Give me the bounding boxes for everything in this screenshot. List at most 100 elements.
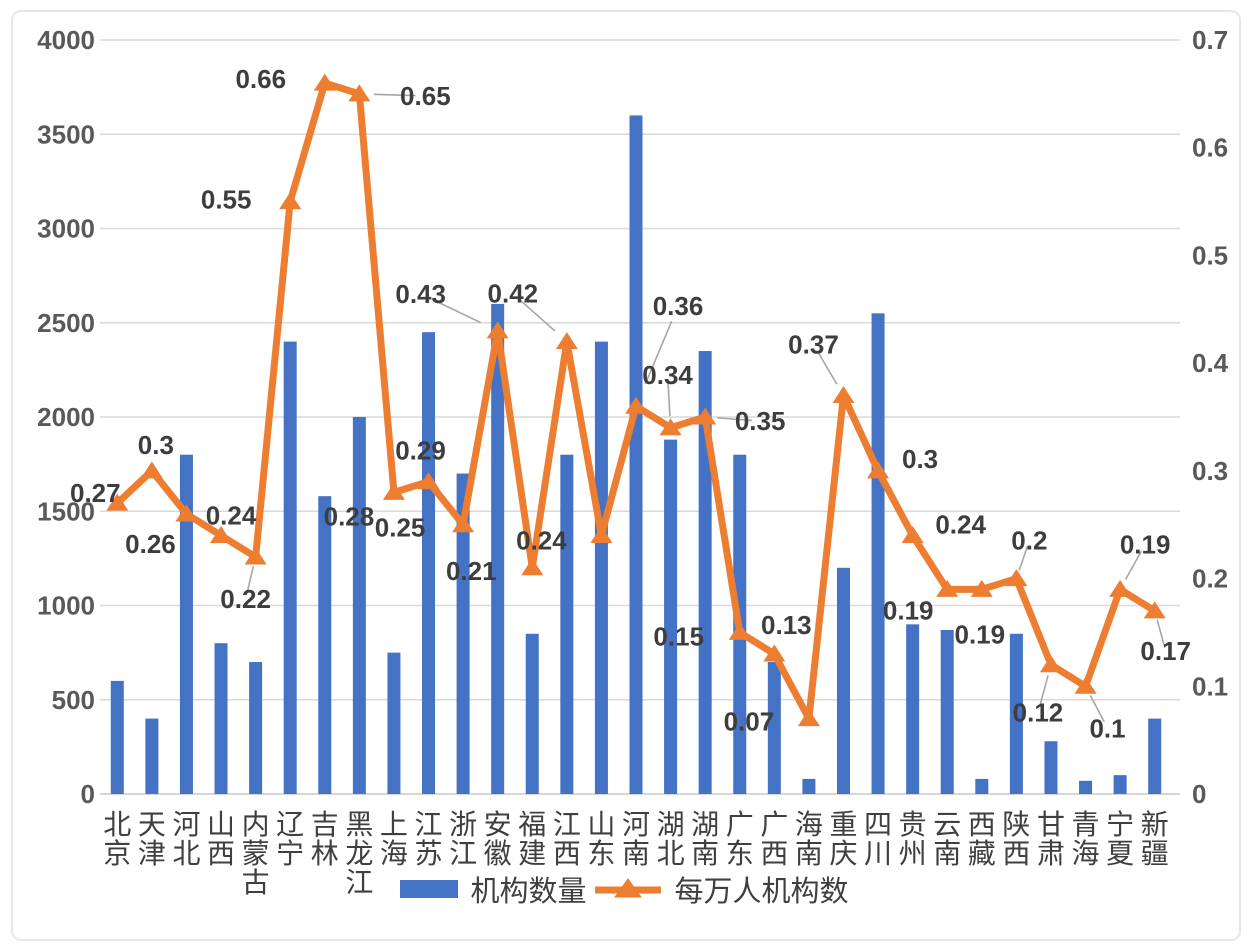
data-label-广西: 0.13	[761, 610, 812, 640]
right-axis-tick-label: 0.2	[1192, 564, 1228, 594]
data-label-leader-line	[644, 320, 673, 385]
line-marker-河北	[175, 504, 198, 522]
legend-item-bar-series: 机构数量	[400, 868, 587, 910]
data-label-福建: 0.21	[446, 556, 497, 586]
line-marker-甘肃	[1039, 655, 1062, 673]
x-axis-label-福建: 福建	[518, 809, 546, 870]
x-axis-label-四川: 四川	[864, 810, 892, 870]
x-axis-label-安徽: 安徽	[484, 809, 512, 870]
left-axis-tick-label: 4000	[37, 25, 95, 55]
right-axis-tick-label: 0	[1192, 779, 1206, 809]
line-marker-浙江	[452, 515, 475, 533]
data-label-leader-line	[246, 566, 255, 593]
line-marker-陕西	[1005, 569, 1028, 587]
bar-宁夏	[1113, 775, 1127, 794]
data-label-山西: 0.24	[206, 500, 257, 530]
left-axis-tick-label: 3500	[37, 119, 95, 149]
x-axis-label-青海: 青海	[1072, 809, 1100, 870]
bar-河南	[629, 115, 643, 794]
left-axis-tick-label: 3000	[37, 214, 95, 244]
line-marker-天津	[140, 461, 163, 479]
bar-四川	[871, 313, 885, 794]
data-label-河北: 0.26	[125, 529, 176, 559]
line-marker-辽宁	[279, 192, 302, 210]
x-axis-label-黑龙江: 黑龙江	[345, 810, 373, 899]
line-marker-云南	[936, 579, 959, 597]
bar-吉林	[318, 496, 332, 794]
bar-西藏	[975, 778, 989, 794]
data-label-江苏: 0.29	[395, 436, 446, 466]
x-axis-label-宁夏: 宁夏	[1106, 809, 1134, 870]
x-axis-label-山西: 山西	[207, 809, 235, 870]
line-series-swatch-icon	[594, 878, 661, 898]
data-label-青海: 0.1	[1089, 713, 1125, 743]
bar-贵州	[906, 624, 920, 794]
left-axis-tick-label: 0	[81, 779, 95, 809]
data-label-湖南: 0.35	[735, 406, 786, 436]
data-label-leader-line	[1124, 550, 1143, 580]
x-axis-label-云南: 云南	[933, 810, 961, 870]
left-axis-tick-label: 500	[52, 685, 95, 715]
bar-江苏	[422, 332, 436, 794]
right-axis-tick-label: 0.4	[1192, 348, 1229, 378]
right-axis-tick-label: 0.5	[1192, 240, 1228, 270]
line-marker-福建	[521, 558, 544, 576]
chart-legend: 机构数量 每万人机构数	[0, 872, 1249, 908]
x-axis-label-海南: 海南	[795, 809, 823, 870]
legend-item-line-series: 每万人机构数	[593, 868, 849, 910]
x-axis-label-贵州: 贵州	[899, 809, 927, 870]
x-axis-label-辽宁: 辽宁	[276, 810, 304, 870]
right-axis-tick-label: 0.6	[1192, 133, 1228, 163]
data-label-西藏: 0.19	[955, 619, 1006, 649]
line-marker-广西	[763, 644, 786, 662]
data-label-新疆: 0.17	[1140, 636, 1191, 666]
line-marker-内蒙古	[244, 547, 267, 565]
x-axis-label-重庆: 重庆	[829, 809, 857, 870]
x-axis-label-陕西: 陕西	[1002, 809, 1030, 870]
data-label-湖北: 0.34	[642, 360, 693, 390]
data-label-leader-line	[1089, 695, 1105, 723]
x-axis-label-上海: 上海	[380, 810, 408, 870]
bar-湖南	[698, 351, 712, 794]
data-label-浙江: 0.25	[375, 513, 426, 543]
data-label-甘肃: 0.12	[1013, 698, 1064, 728]
line-marker-山西	[210, 525, 233, 543]
data-label-leader-line	[717, 417, 752, 422]
bar-青海	[1079, 780, 1093, 794]
data-label-陕西: 0.2	[1011, 526, 1047, 556]
bar-北京	[110, 680, 124, 794]
bar-series-swatch-icon	[400, 880, 459, 898]
left-axis-tick-label: 2000	[37, 402, 95, 432]
bar-内蒙古	[249, 662, 263, 794]
legend-bar-label: 机构数量	[470, 876, 587, 908]
x-axis-label-浙江: 浙江	[449, 809, 477, 870]
bar-重庆	[836, 567, 850, 794]
line-marker-上海	[382, 482, 405, 500]
bar-福建	[525, 633, 539, 794]
data-label-leader-line	[520, 300, 556, 332]
line-marker-江西	[555, 332, 578, 350]
x-axis-label-天津: 天津	[138, 810, 166, 870]
x-axis-label-江苏: 江苏	[415, 809, 443, 870]
x-axis-label-新疆: 新疆	[1141, 809, 1169, 870]
data-label-北京: 0.27	[70, 478, 121, 508]
x-axis-label-广东: 广东	[726, 809, 754, 870]
line-marker-湖北	[659, 418, 682, 436]
bar-上海	[387, 652, 401, 794]
data-label-江西: 0.42	[488, 279, 539, 309]
x-axis-label-河南: 河南	[622, 810, 650, 870]
bar-新疆	[1148, 718, 1162, 794]
line-marker-河南	[625, 396, 647, 414]
line-marker-新疆	[1143, 601, 1166, 619]
data-label-四川: 0.3	[902, 444, 938, 474]
data-label-leader-line	[373, 93, 416, 97]
line-marker-四川	[867, 461, 890, 479]
bar-甘肃	[1044, 741, 1058, 794]
bar-云南	[940, 630, 954, 794]
bar-山西	[214, 643, 228, 794]
line-marker-海南	[797, 709, 820, 727]
x-axis-label-内蒙古: 内蒙古	[242, 809, 270, 899]
line-marker-宁夏	[1109, 579, 1132, 597]
x-axis-label-湖南: 湖南	[691, 810, 719, 870]
bar-浙江	[456, 473, 470, 794]
